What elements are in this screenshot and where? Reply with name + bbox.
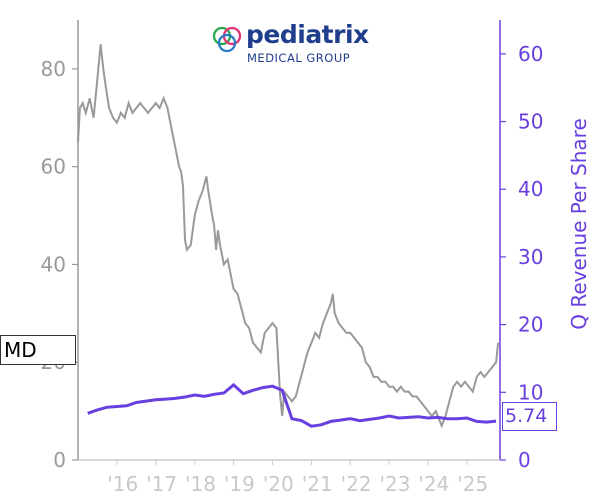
company-logo: pediatrix MEDICAL GROUP	[210, 20, 380, 70]
logo-subtitle: MEDICAL GROUP	[247, 51, 351, 65]
right-axis-label: Q Revenue Per Share	[567, 118, 591, 330]
x-tick-label: '16	[107, 472, 138, 496]
price-series	[77, 44, 500, 429]
x-tick-label: '18	[185, 472, 216, 496]
left-tick-label: 60	[41, 155, 66, 179]
right-tick-label: 40	[518, 177, 543, 201]
ticker-label: MD	[0, 335, 76, 365]
x-tick-label: '23	[380, 472, 411, 496]
revenue-series	[87, 382, 497, 428]
left-tick-label: 0	[53, 448, 66, 472]
tick-labels: 0204060800102030405060'16'17'18'19'20'21…	[41, 42, 544, 496]
revenue-line	[87, 382, 497, 428]
right-tick-label: 30	[518, 245, 543, 269]
x-tick-label: '17	[146, 472, 177, 496]
right-tick-label: 0	[518, 448, 531, 472]
price-line	[77, 44, 500, 429]
right-tick-label: 50	[518, 110, 543, 134]
right-tick-label: 20	[518, 313, 543, 337]
latest-value-label: 5.74	[502, 402, 557, 431]
pediatrix-logo-icon	[212, 26, 242, 53]
x-tick-label: '20	[263, 472, 294, 496]
x-tick-label: '19	[224, 472, 255, 496]
x-tick-label: '24	[418, 472, 449, 496]
left-tick-label: 40	[41, 252, 66, 276]
x-tick-label: '21	[302, 472, 333, 496]
right-tick-label: 60	[518, 42, 543, 66]
x-tick-label: '22	[341, 472, 372, 496]
left-tick-label: 80	[41, 57, 66, 81]
axes	[77, 20, 501, 461]
logo-wordmark: pediatrix	[246, 20, 369, 49]
x-tick-label: '25	[457, 472, 488, 496]
right-tick-label: 10	[518, 380, 543, 404]
